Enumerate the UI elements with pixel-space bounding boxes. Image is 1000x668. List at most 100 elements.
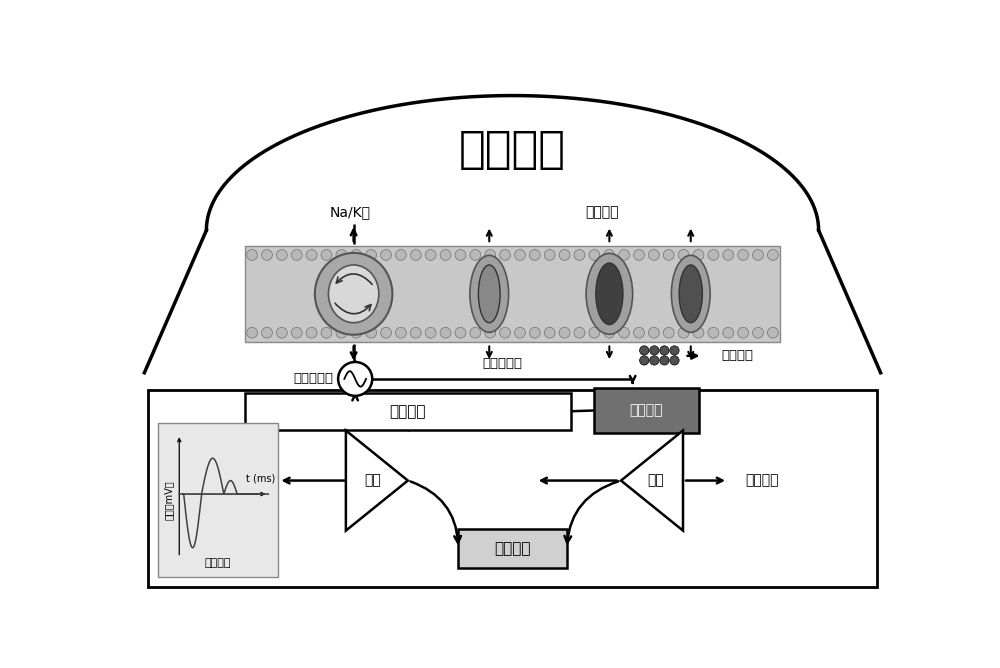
- Circle shape: [321, 327, 332, 338]
- Circle shape: [500, 327, 510, 338]
- Circle shape: [604, 250, 615, 261]
- Bar: [158, 423, 278, 576]
- Circle shape: [291, 250, 302, 261]
- Circle shape: [247, 250, 258, 261]
- Circle shape: [767, 327, 778, 338]
- Circle shape: [336, 327, 347, 338]
- Circle shape: [395, 250, 406, 261]
- Text: Na/K泵: Na/K泵: [329, 205, 370, 218]
- Polygon shape: [346, 430, 408, 530]
- Circle shape: [678, 327, 689, 338]
- Circle shape: [723, 327, 734, 338]
- Circle shape: [663, 327, 674, 338]
- Circle shape: [470, 250, 481, 261]
- Circle shape: [366, 250, 377, 261]
- Circle shape: [559, 327, 570, 338]
- Circle shape: [619, 327, 630, 338]
- Circle shape: [395, 327, 406, 338]
- Ellipse shape: [596, 263, 623, 325]
- Circle shape: [515, 327, 525, 338]
- Circle shape: [410, 250, 421, 261]
- Ellipse shape: [470, 255, 509, 333]
- Circle shape: [381, 250, 391, 261]
- Circle shape: [351, 327, 362, 338]
- Circle shape: [723, 250, 734, 261]
- Circle shape: [544, 250, 555, 261]
- Circle shape: [648, 250, 659, 261]
- Bar: [594, 388, 698, 433]
- Circle shape: [693, 250, 704, 261]
- Circle shape: [276, 327, 287, 338]
- Circle shape: [529, 250, 540, 261]
- Text: 读出: 读出: [648, 474, 664, 488]
- Circle shape: [485, 327, 496, 338]
- Circle shape: [670, 346, 679, 355]
- Text: 化学电极: 化学电极: [629, 403, 663, 418]
- Ellipse shape: [478, 265, 500, 323]
- Circle shape: [670, 356, 679, 365]
- Ellipse shape: [315, 253, 392, 335]
- Circle shape: [640, 356, 649, 365]
- Text: 电压（mV）: 电压（mV）: [164, 480, 174, 520]
- Circle shape: [708, 250, 719, 261]
- Text: 神经细胞: 神经细胞: [459, 128, 566, 171]
- Circle shape: [634, 327, 644, 338]
- Circle shape: [500, 250, 510, 261]
- Polygon shape: [621, 430, 683, 530]
- Circle shape: [589, 327, 600, 338]
- Circle shape: [425, 327, 436, 338]
- Circle shape: [767, 250, 778, 261]
- Circle shape: [660, 346, 669, 355]
- Circle shape: [544, 327, 555, 338]
- Circle shape: [640, 346, 649, 355]
- Circle shape: [425, 250, 436, 261]
- Circle shape: [351, 250, 362, 261]
- Circle shape: [753, 327, 763, 338]
- Circle shape: [738, 250, 749, 261]
- Bar: [148, 389, 877, 587]
- Text: 电学电极: 电学电极: [390, 403, 426, 419]
- Circle shape: [708, 327, 719, 338]
- Circle shape: [660, 356, 669, 365]
- Circle shape: [619, 250, 630, 261]
- Circle shape: [306, 327, 317, 338]
- Text: t (ms): t (ms): [246, 473, 275, 483]
- Circle shape: [440, 250, 451, 261]
- Circle shape: [663, 250, 674, 261]
- Text: 离子浓度: 离子浓度: [745, 474, 778, 488]
- Circle shape: [559, 250, 570, 261]
- Text: 离子通道: 离子通道: [585, 205, 618, 218]
- Circle shape: [321, 250, 332, 261]
- Circle shape: [650, 346, 659, 355]
- Circle shape: [247, 327, 258, 338]
- Text: 神经电信号: 神经电信号: [293, 373, 333, 385]
- Circle shape: [262, 327, 272, 338]
- Bar: [245, 393, 571, 430]
- Text: 动作电位: 动作电位: [204, 558, 231, 568]
- Circle shape: [648, 327, 659, 338]
- Circle shape: [634, 250, 644, 261]
- Ellipse shape: [671, 255, 710, 333]
- Circle shape: [276, 250, 287, 261]
- Circle shape: [336, 250, 347, 261]
- Circle shape: [440, 327, 451, 338]
- Circle shape: [381, 327, 391, 338]
- Circle shape: [574, 250, 585, 261]
- Circle shape: [455, 327, 466, 338]
- Circle shape: [515, 250, 525, 261]
- Bar: [245, 246, 780, 342]
- Circle shape: [678, 250, 689, 261]
- Ellipse shape: [586, 253, 633, 334]
- Circle shape: [291, 327, 302, 338]
- Ellipse shape: [328, 265, 379, 323]
- Text: 离子积累: 离子积累: [722, 349, 754, 362]
- Bar: [458, 529, 567, 568]
- Circle shape: [753, 250, 763, 261]
- Circle shape: [410, 327, 421, 338]
- Circle shape: [604, 327, 615, 338]
- Circle shape: [262, 250, 272, 261]
- Circle shape: [589, 250, 600, 261]
- Circle shape: [738, 327, 749, 338]
- Circle shape: [693, 327, 704, 338]
- Circle shape: [650, 356, 659, 365]
